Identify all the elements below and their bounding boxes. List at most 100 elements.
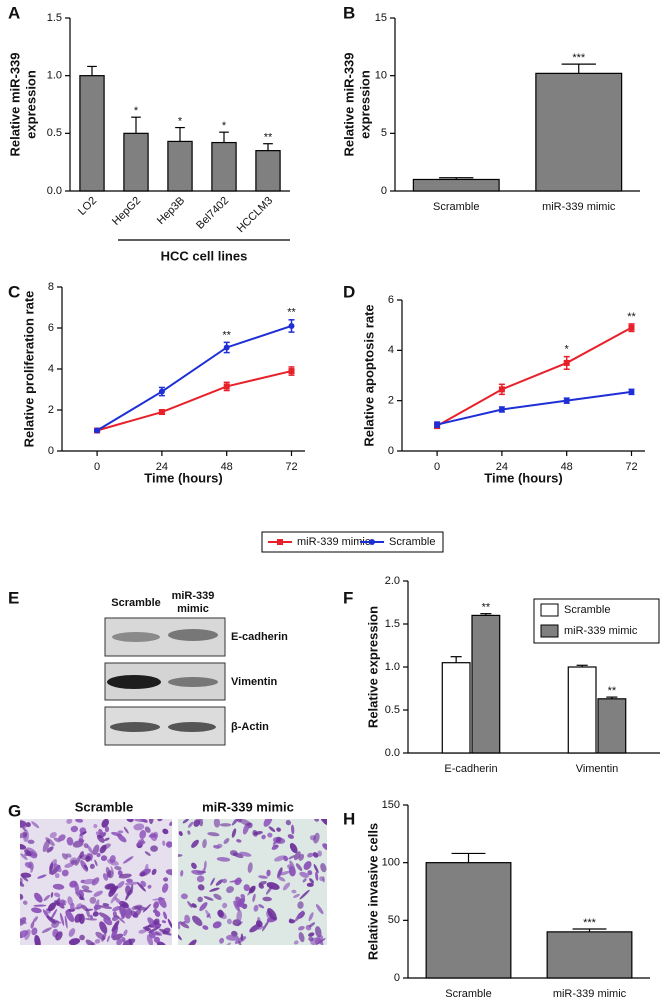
cell xyxy=(166,841,172,848)
cell xyxy=(138,819,148,823)
y-tick-label: 0.5 xyxy=(385,704,400,716)
cell xyxy=(252,893,256,903)
cell xyxy=(102,873,109,881)
micrograph xyxy=(20,819,172,945)
cell xyxy=(307,852,314,858)
cell xyxy=(255,920,263,928)
bar xyxy=(167,140,193,192)
cell xyxy=(178,831,183,836)
cell xyxy=(178,921,181,930)
cell xyxy=(219,937,225,944)
cell xyxy=(134,906,148,911)
y-tick-label: 6 xyxy=(388,294,394,306)
cell xyxy=(225,934,239,941)
cell xyxy=(291,824,295,835)
cell xyxy=(247,862,253,873)
cell xyxy=(20,853,28,860)
marker xyxy=(563,359,570,366)
legend-swatch xyxy=(540,624,559,638)
cell xyxy=(85,855,91,862)
cell xyxy=(153,918,160,925)
cell xyxy=(70,825,79,833)
cell xyxy=(57,897,61,907)
cell xyxy=(157,819,163,822)
cell xyxy=(75,819,84,823)
x-axis-label: Time (hours) xyxy=(484,470,563,485)
cell xyxy=(234,936,247,944)
cell xyxy=(109,885,119,894)
cell xyxy=(54,892,61,898)
cell xyxy=(148,932,156,939)
x-tick-label: HepG2 xyxy=(110,195,143,228)
cell xyxy=(253,831,263,835)
bar xyxy=(567,666,597,754)
marker xyxy=(288,322,295,329)
cell xyxy=(203,860,207,870)
cell xyxy=(148,931,161,936)
y-tick-label: 0.5 xyxy=(47,127,62,139)
y-axis-label: expression xyxy=(357,70,372,139)
cell xyxy=(231,828,237,838)
panel-letter: F xyxy=(343,588,353,607)
cell xyxy=(41,927,52,934)
cell xyxy=(65,910,75,923)
error-bar xyxy=(219,131,229,143)
cell xyxy=(53,863,62,873)
cell xyxy=(116,938,123,945)
cell xyxy=(266,869,271,877)
cell xyxy=(163,911,168,920)
cell xyxy=(148,926,160,933)
cell xyxy=(20,843,27,850)
cell xyxy=(74,913,82,923)
cell xyxy=(50,908,58,920)
cell xyxy=(95,931,106,940)
bar xyxy=(255,150,281,192)
cell xyxy=(162,927,171,935)
cell xyxy=(47,902,57,912)
cell xyxy=(277,867,283,878)
cell xyxy=(106,935,110,943)
cell xyxy=(226,918,232,925)
cell xyxy=(257,925,264,930)
legend-marker xyxy=(369,539,375,545)
y-axis-label: Relative expression xyxy=(365,606,380,728)
x-tick-label: Scramble xyxy=(433,201,479,213)
cell xyxy=(302,878,307,883)
cell xyxy=(29,852,38,859)
cell xyxy=(81,885,90,891)
x-axis-label: Time (hours) xyxy=(144,470,223,485)
x-tick-label: 0 xyxy=(94,461,100,473)
cell xyxy=(114,897,123,905)
y-tick-label: 0 xyxy=(394,972,400,984)
cell xyxy=(213,844,221,849)
x-tick-label: Scramble xyxy=(445,988,491,998)
cell xyxy=(314,926,322,938)
cell xyxy=(268,826,276,833)
significance: * xyxy=(222,120,227,132)
cell xyxy=(153,901,160,909)
cell xyxy=(199,902,208,912)
cell xyxy=(222,878,228,884)
y-axis-label: Relative invasive cells xyxy=(365,823,380,960)
group-label: HCC cell lines xyxy=(161,248,248,263)
cell xyxy=(213,819,221,828)
cell xyxy=(285,819,292,826)
cell xyxy=(299,889,310,900)
line xyxy=(96,370,292,432)
cell xyxy=(27,839,35,845)
bar xyxy=(535,72,623,192)
cell xyxy=(313,864,319,874)
cell xyxy=(68,928,76,937)
cell xyxy=(308,912,314,922)
cell xyxy=(191,862,197,869)
cell xyxy=(55,931,63,941)
x-tick-label: Hep3B xyxy=(155,195,187,227)
cell xyxy=(64,862,74,868)
cell xyxy=(33,904,47,907)
cell xyxy=(226,942,231,945)
y-tick-label: 2 xyxy=(48,404,54,416)
cell xyxy=(298,932,305,943)
error-bar xyxy=(263,143,273,151)
significance: ** xyxy=(287,307,296,319)
error-bar xyxy=(561,63,596,74)
